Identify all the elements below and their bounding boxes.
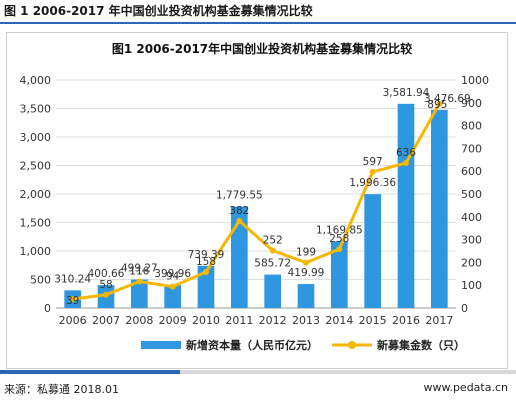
bar-value-label: 3,581.94: [383, 87, 430, 99]
x-tick-label: 2006: [59, 314, 87, 327]
header-divider: [0, 22, 516, 24]
bar: [297, 284, 315, 308]
line-value-label: 382: [229, 205, 249, 217]
y-left-tick-label: 4,000: [20, 74, 52, 87]
line-point: [336, 246, 343, 253]
y-left-tick-label: 1,500: [20, 217, 52, 230]
x-tick-label: 2012: [259, 314, 287, 327]
bar-value-label: 1,779.55: [216, 190, 263, 202]
line-value-label: 252: [263, 235, 283, 247]
line-point: [69, 296, 76, 303]
chart-frame: 图1 2006-2017年中国创业投资机构基金募集情况比较 0 500 1,000 1,…: [6, 32, 508, 369]
line-value-label: 94: [166, 271, 180, 283]
bar-value-label: 310.24: [54, 273, 91, 285]
x-tick-label: 2010: [192, 314, 220, 327]
x-tick-label: 2011: [225, 314, 253, 327]
x-tick-label: 2015: [359, 314, 387, 327]
line-point: [269, 247, 276, 254]
line-point: [369, 168, 376, 175]
bar: [331, 241, 348, 308]
bar-value-label: 400.66: [88, 268, 125, 280]
y-left-tick-label: 2,500: [20, 160, 52, 173]
bar-value-label: 1,996.36: [349, 177, 396, 189]
y-right-tick-label: 600: [461, 165, 482, 178]
bar-value-label: 399.96: [154, 268, 191, 280]
line-point: [303, 259, 309, 266]
y-left-tick-label: 3,500: [20, 103, 52, 116]
line-point: [103, 291, 109, 298]
x-tick-label: 2016: [392, 314, 420, 327]
y-right-tick-label: 300: [461, 234, 482, 247]
line-value-label: 258: [329, 233, 349, 245]
line-series: [72, 103, 441, 301]
line-value-label: 636: [396, 147, 416, 159]
line-point: [203, 268, 209, 275]
x-tick-label: 2009: [159, 314, 187, 327]
line-value-label: 199: [296, 247, 316, 259]
line-value-label: 58: [99, 279, 112, 291]
bar: [364, 194, 381, 308]
bar-value-label: 1,169.85: [316, 224, 363, 236]
x-tick-label: 2017: [425, 314, 453, 327]
chart-title: 图1 2006-2017年中国创业投资机构基金募集情况比较: [112, 41, 412, 56]
y-left-tick-label: 2,000: [20, 188, 52, 201]
line-value-label: 158: [196, 256, 216, 268]
line-point: [403, 159, 409, 166]
line-point: [136, 278, 143, 285]
y-left-tick-label: 1,000: [20, 245, 52, 258]
bar-value-label: 739.39: [188, 249, 225, 261]
x-tick-label: 2013: [292, 314, 320, 327]
y-right-tick-label: 900: [461, 97, 482, 110]
bar-value-label: 499.27: [121, 263, 158, 275]
y-right-tick-label: 800: [461, 120, 482, 133]
bar-value-label: 585.72: [254, 258, 291, 270]
y-right-tick-label: 0: [461, 302, 468, 315]
y-right-tick-label: 400: [461, 211, 482, 224]
bar: [131, 279, 148, 308]
bar: [431, 109, 448, 308]
line-value-label: 116: [129, 266, 149, 278]
line-value-label: 39: [66, 295, 79, 307]
y-left-tick-label: 500: [30, 274, 51, 287]
line-point: [169, 283, 176, 290]
bar: [397, 103, 415, 308]
line-value-label: 895: [427, 99, 447, 111]
y-right-tick-label: 700: [461, 142, 482, 155]
x-tick-label: 2007: [92, 314, 120, 327]
bar-value-label: 419.99: [288, 267, 325, 279]
y-right-tick-label: 200: [461, 256, 482, 269]
legend-bar-swatch: [141, 341, 181, 349]
x-tick-label: 2014: [325, 314, 353, 327]
y-left-tick-label: 0: [44, 302, 51, 315]
line-value-label: 597: [363, 156, 383, 168]
legend-line-marker: [348, 341, 356, 349]
y-right-tick-label: 1000: [461, 74, 489, 87]
footer-site: www.pedata.cn: [423, 381, 508, 394]
y-right-tick-label: 100: [461, 279, 482, 292]
combo-chart: 图1 2006-2017年中国创业投资机构基金募集情况比较 0 500 1,000 1,…: [20, 41, 490, 352]
bar-value-label: 3,476.69: [424, 93, 471, 105]
line-point: [436, 100, 443, 107]
line-point: [236, 217, 243, 224]
legend-line-label: 新募集金数（只）: [377, 338, 465, 352]
bar: [264, 274, 281, 308]
legend-bar-label: 新增资本量（人民币亿元）: [186, 338, 318, 352]
bar: [231, 206, 248, 308]
report-figure-title: 图 1 2006-2017 年中国创业投资机构基金募集情况比较: [4, 4, 313, 18]
y-right-tick-label: 500: [461, 188, 482, 201]
footer-divider-accent: [0, 370, 180, 374]
x-tick-label: 2008: [125, 314, 153, 327]
y-left-tick-label: 3,000: [20, 131, 52, 144]
bar: [197, 265, 215, 308]
footer-divider: [0, 370, 516, 374]
bar: [164, 285, 181, 308]
footer-source: 来源：私募通 2018.01: [4, 383, 119, 396]
